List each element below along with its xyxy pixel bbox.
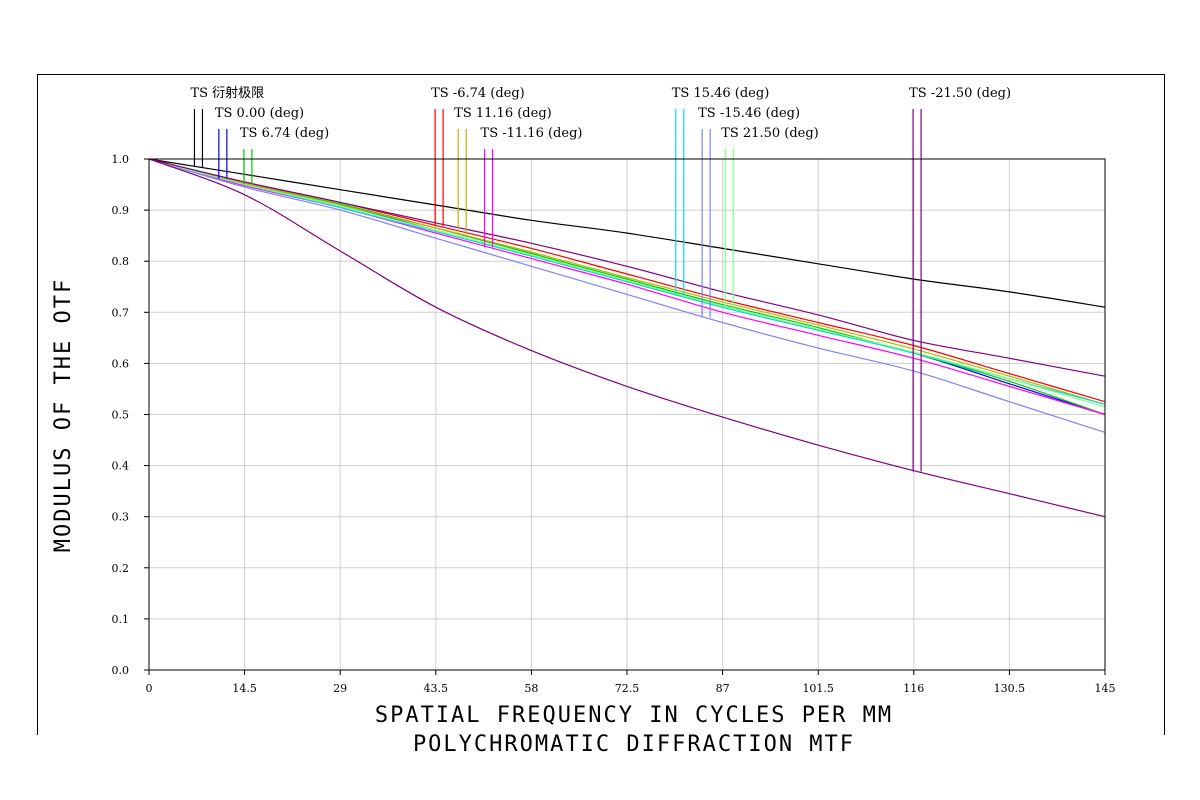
x-tick-label: 43.5 — [424, 682, 449, 695]
legend-label: TS 15.46 (deg) — [672, 86, 770, 101]
series-line — [148, 158, 1106, 308]
y-tick-label: 0.5 — [112, 409, 130, 422]
chart-title: POLYCHROMATIC DIFFRACTION MTF — [413, 732, 855, 757]
legend-lines — [193, 109, 922, 472]
plot-frame — [37, 74, 1165, 735]
x-ticks: 0 14.5 29 43.5 58 72.5 87 101.5 116 130.5 145 — [146, 670, 1116, 695]
y-tick-label: 0.1 — [112, 613, 130, 626]
series-line — [148, 158, 1106, 405]
y-ticks: 0.0 0.1 0.2 0.3 0.4 0.5 0.6 0.7 0.8 0.9 1.0 — [112, 153, 149, 677]
y-tick-label: 0.4 — [112, 460, 130, 473]
y-tick-label: 0.2 — [112, 562, 130, 575]
x-tick-label: 101.5 — [802, 682, 834, 695]
x-tick-label: 72.5 — [615, 682, 640, 695]
x-tick-label: 0 — [146, 682, 153, 695]
x-axis-label: SPATIAL FREQUENCY IN CYCLES PER MM — [375, 703, 893, 728]
legend-text: TS 衍射极限 TS 0.00 (deg) TS 6.74 (deg) TS -6.7… — [190, 85, 1011, 141]
x-tick-label: 87 — [716, 682, 730, 695]
series-line — [148, 158, 1106, 416]
grid — [148, 158, 1106, 671]
legend-label: TS -6.74 (deg) — [431, 86, 525, 101]
y-axis-label: MODULUS OF THE OTF — [51, 278, 76, 552]
y-tick-label: 0.7 — [112, 306, 130, 319]
x-tick-label: 58 — [524, 682, 538, 695]
legend-label: TS -15.46 (deg) — [698, 106, 800, 121]
legend-label: TS 6.74 (deg) — [240, 126, 329, 141]
series-line — [148, 158, 1106, 377]
y-tick-label: 0.8 — [112, 255, 130, 268]
y-tick-label: 0.0 — [112, 664, 130, 677]
y-tick-label: 0.6 — [112, 357, 130, 370]
x-tick-label: 116 — [903, 682, 924, 695]
legend-label: TS 11.16 (deg) — [454, 106, 552, 121]
y-tick-label: 1.0 — [112, 153, 130, 166]
series-line — [148, 158, 1106, 518]
x-tick-label: 29 — [333, 682, 347, 695]
legend-label: TS -11.16 (deg) — [481, 126, 583, 141]
y-tick-label: 0.9 — [112, 204, 130, 217]
x-tick-label: 145 — [1095, 682, 1116, 695]
series-line — [148, 158, 1106, 433]
x-tick-label: 14.5 — [232, 682, 257, 695]
legend-label: TS -21.50 (deg) — [909, 86, 1011, 101]
legend-label: TS 衍射极限 — [190, 85, 264, 101]
x-tick-label: 130.5 — [994, 682, 1026, 695]
legend-label: TS 21.50 (deg) — [721, 126, 819, 141]
curves — [148, 158, 1106, 518]
legend-label: TS 0.00 (deg) — [215, 106, 304, 121]
y-tick-label: 0.3 — [112, 511, 130, 524]
series-line — [148, 158, 1106, 408]
series-line — [148, 158, 1106, 405]
